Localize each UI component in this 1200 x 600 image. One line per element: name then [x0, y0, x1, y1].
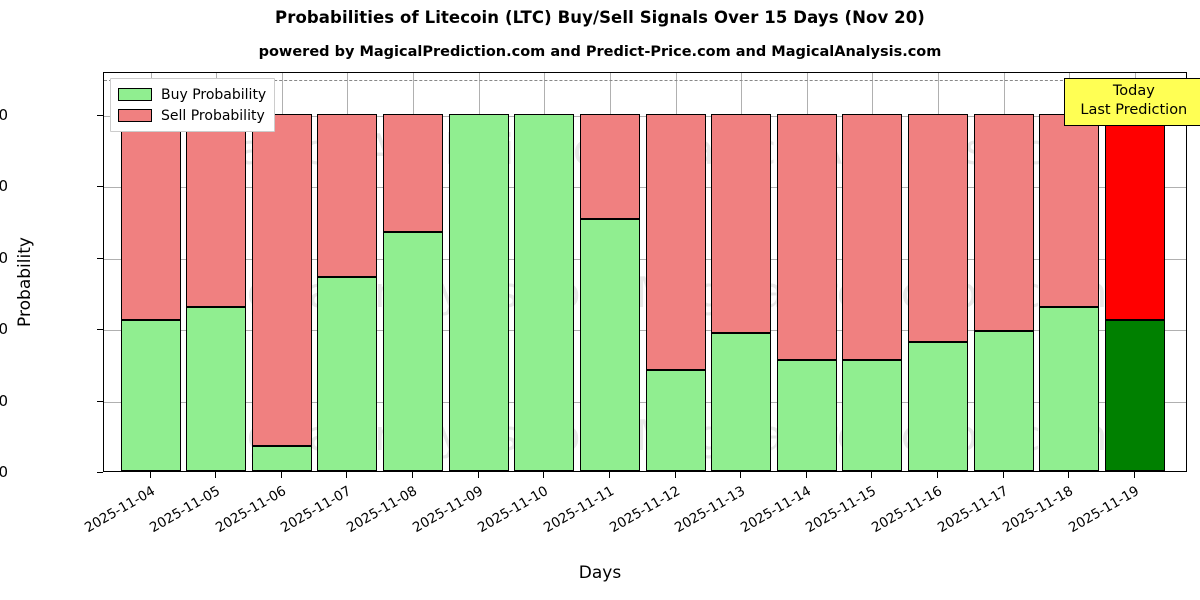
- threshold-line: [104, 80, 1186, 82]
- x-tick-mark-2025-11-12: [675, 472, 676, 478]
- gridline-y-80: [104, 187, 1186, 189]
- bar-2025-11-15[interactable]: [842, 113, 903, 471]
- x-tick-mark-2025-11-15: [871, 472, 872, 478]
- y-axis-label: Probability: [15, 237, 35, 327]
- bar-segment-buy-2025-11-07: [317, 277, 378, 471]
- bar-segment-buy-2025-11-18: [1039, 306, 1100, 471]
- x-tick-mark-2025-11-13: [740, 472, 741, 478]
- bar-segment-sell-2025-11-15: [842, 113, 903, 361]
- y-tick-mark-20: [97, 400, 103, 402]
- bar-segment-sell-2025-11-05: [186, 113, 247, 307]
- chart-legend: Buy Probability Sell Probability: [110, 78, 276, 132]
- bar-2025-11-16[interactable]: [907, 113, 968, 471]
- bar-2025-11-14[interactable]: [776, 113, 837, 471]
- y-tick-label-40: 40: [0, 320, 8, 339]
- bar-2025-11-19[interactable]: [1104, 113, 1165, 471]
- legend-label-sell: Sell Probability: [161, 107, 265, 124]
- bar-2025-11-11[interactable]: [579, 113, 640, 471]
- bar-segment-buy-2025-11-14: [776, 360, 837, 471]
- plot-area: MagicalAnalysis.com MagicalAnalysis.com …: [103, 72, 1187, 472]
- bar-segment-sell-2025-11-08: [383, 113, 444, 232]
- bar-segment-buy-2025-11-08: [383, 231, 444, 471]
- gridline-y-60: [104, 258, 1186, 260]
- bar-2025-11-05[interactable]: [186, 113, 247, 471]
- legend-item-buy[interactable]: Buy Probability: [118, 84, 266, 105]
- x-tick-mark-2025-11-10: [543, 472, 544, 478]
- y-tick-label-100: 100: [0, 105, 8, 124]
- bar-segment-buy-2025-11-09: [448, 113, 509, 471]
- x-tick-mark-2025-11-08: [412, 472, 413, 478]
- bar-2025-11-17[interactable]: [973, 113, 1034, 471]
- x-tick-mark-2025-11-19: [1134, 472, 1135, 478]
- y-tick-label-80: 80: [0, 177, 8, 196]
- x-tick-mark-2025-11-09: [478, 472, 479, 478]
- chart-subtitle: powered by MagicalPrediction.com and Pre…: [258, 44, 942, 60]
- bar-2025-11-18[interactable]: [1039, 113, 1100, 471]
- bar-2025-11-08[interactable]: [383, 113, 444, 471]
- bar-2025-11-09[interactable]: [448, 113, 509, 471]
- today-annotation-box: Today Last Prediction: [1063, 78, 1200, 126]
- bar-segment-buy-2025-11-15: [842, 360, 903, 471]
- x-tick-mark-2025-11-14: [806, 472, 807, 478]
- y-tick-label-60: 60: [0, 248, 8, 267]
- legend-swatch-sell: [118, 109, 152, 122]
- y-tick-mark-60: [97, 257, 103, 259]
- bar-segment-sell-2025-11-19: [1104, 113, 1165, 321]
- legend-swatch-buy: [118, 88, 152, 101]
- gridline-y-40: [104, 330, 1186, 332]
- bar-segment-sell-2025-11-06: [251, 113, 312, 446]
- legend-label-buy: Buy Probability: [161, 86, 267, 103]
- x-tick-mark-2025-11-06: [281, 472, 282, 478]
- y-tick-mark-40: [97, 329, 103, 331]
- bar-segment-buy-2025-11-13: [711, 333, 772, 471]
- bar-segment-sell-2025-11-17: [973, 113, 1034, 331]
- today-annotation-line1: Today: [1112, 83, 1155, 99]
- legend-item-sell[interactable]: Sell Probability: [118, 105, 266, 126]
- bar-segment-buy-2025-11-17: [973, 331, 1034, 471]
- x-tick-mark-2025-11-05: [215, 472, 216, 478]
- bar-segment-buy-2025-11-19: [1104, 320, 1165, 471]
- bar-segment-buy-2025-11-04: [120, 320, 181, 471]
- bar-segment-buy-2025-11-06: [251, 446, 312, 471]
- y-tick-label-0: 0: [0, 463, 8, 481]
- bar-segment-sell-2025-11-04: [120, 113, 181, 321]
- today-annotation-line2: Last Prediction: [1080, 102, 1188, 118]
- gridline-y-100: [104, 115, 1186, 117]
- bar-segment-buy-2025-11-05: [186, 306, 247, 471]
- y-tick-mark-80: [97, 186, 103, 188]
- x-tick-mark-2025-11-17: [1003, 472, 1004, 478]
- bar-2025-11-07[interactable]: [317, 113, 378, 471]
- x-tick-mark-2025-11-11: [609, 472, 610, 478]
- bar-2025-11-12[interactable]: [645, 113, 706, 471]
- x-tick-mark-2025-11-04: [150, 472, 151, 478]
- bar-segment-sell-2025-11-14: [776, 113, 837, 361]
- x-tick-mark-2025-11-18: [1068, 472, 1069, 478]
- chart-title: Probabilities of Litecoin (LTC) Buy/Sell…: [275, 8, 925, 27]
- y-tick-mark-100: [97, 114, 103, 116]
- x-tick-mark-2025-11-16: [937, 472, 938, 478]
- bar-2025-11-13[interactable]: [711, 113, 772, 471]
- bar-segment-sell-2025-11-18: [1039, 113, 1100, 307]
- bar-segment-buy-2025-11-11: [579, 219, 640, 471]
- bar-segment-sell-2025-11-16: [907, 113, 968, 342]
- bar-segment-buy-2025-11-12: [645, 370, 706, 471]
- bar-segment-buy-2025-11-10: [514, 113, 575, 471]
- x-tick-mark-2025-11-07: [346, 472, 347, 478]
- bar-segment-sell-2025-11-13: [711, 113, 772, 334]
- y-tick-mark-0: [97, 472, 103, 473]
- x-axis-label: Days: [578, 563, 622, 583]
- bar-2025-11-10[interactable]: [514, 113, 575, 471]
- gridline-y-20: [104, 401, 1186, 403]
- bar-2025-11-06[interactable]: [251, 113, 312, 471]
- bar-segment-buy-2025-11-16: [907, 341, 968, 471]
- y-tick-label-20: 20: [0, 391, 8, 410]
- bar-segment-sell-2025-11-07: [317, 113, 378, 278]
- bar-2025-11-04[interactable]: [120, 113, 181, 471]
- bar-segment-sell-2025-11-12: [645, 113, 706, 371]
- bar-segment-sell-2025-11-11: [579, 113, 640, 220]
